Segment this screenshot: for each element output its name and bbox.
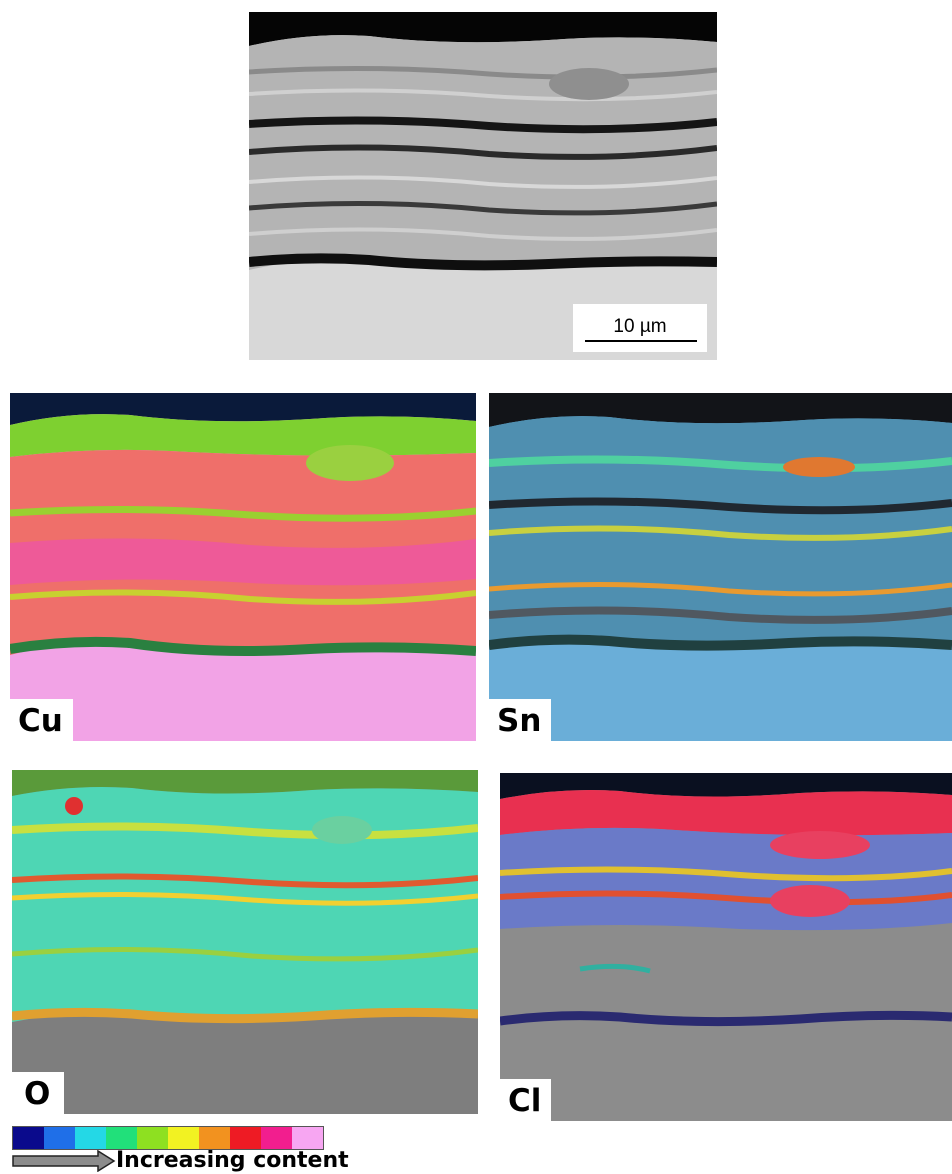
element-label-sn: Sn (489, 699, 552, 741)
map-o: O (12, 770, 478, 1114)
map-cu: Cu (10, 393, 476, 741)
element-label-o: O (12, 1072, 65, 1114)
map-sn-image (489, 393, 952, 741)
legend-swatch-6 (199, 1127, 230, 1149)
element-label-cl: Cl (500, 1079, 552, 1121)
map-o-image (12, 770, 478, 1114)
legend-swatch-0 (13, 1127, 44, 1149)
legend-swatch-3 (106, 1127, 137, 1149)
legend-swatch-8 (261, 1127, 292, 1149)
legend-swatch-1 (44, 1127, 75, 1149)
legend-swatch-7 (230, 1127, 261, 1149)
scale-bar: 10 µm (573, 304, 707, 352)
legend-swatch-2 (75, 1127, 106, 1149)
map-cl-image (500, 773, 952, 1121)
sem-micrograph: 10 µm (249, 12, 717, 360)
legend-caption: Increasing content (116, 1148, 349, 1173)
legend-swatch-5 (168, 1127, 199, 1149)
map-sn: Sn (489, 393, 952, 741)
legend-swatch-9 (292, 1127, 323, 1149)
map-cl: Cl (500, 773, 952, 1121)
scale-bar-label: 10 µm (613, 316, 667, 337)
scale-bar-line (585, 340, 697, 342)
color-legend (12, 1126, 324, 1150)
legend-swatch-4 (137, 1127, 168, 1149)
map-cu-image (10, 393, 476, 741)
increasing-arrow-icon (12, 1150, 116, 1172)
element-label-cu: Cu (10, 699, 73, 741)
